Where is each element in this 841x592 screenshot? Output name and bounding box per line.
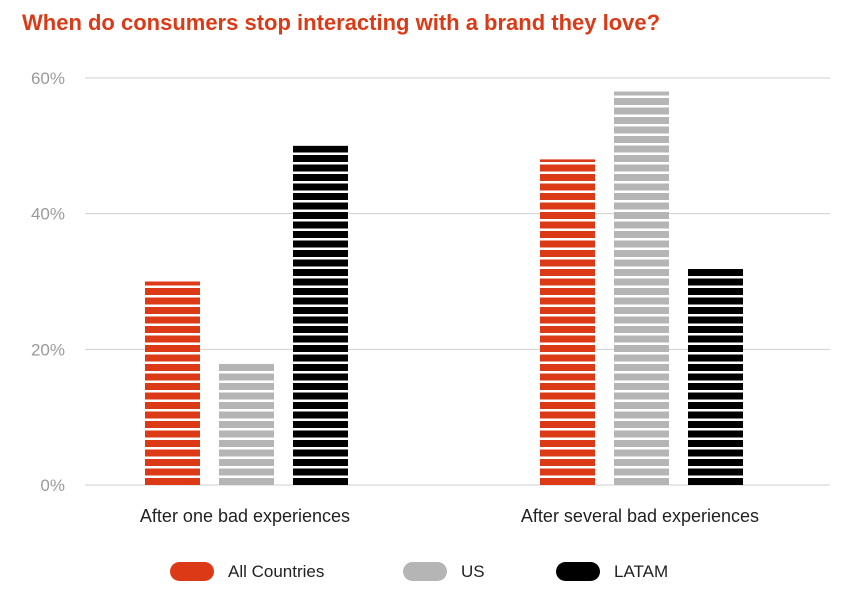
legend: All Countries US LATAM [170,562,668,581]
legend-swatch [403,562,447,581]
legend-swatch [170,562,214,581]
y-axis-ticks: 0% 20% 40% 60% [31,69,65,495]
y-tick-label: 40% [31,205,65,224]
legend-label: US [461,562,485,581]
bar [614,91,669,485]
legend-swatch [556,562,600,581]
y-tick-label: 20% [31,340,65,359]
y-tick-label: 60% [31,69,65,88]
legend-item: US [403,562,485,581]
bars [145,91,743,485]
y-tick-label: 0% [40,476,65,495]
bar [688,269,743,485]
legend-item: All Countries [170,562,324,581]
category-labels: After one bad experiences After several b… [140,506,759,526]
bar [293,145,348,485]
x-category-label: After several bad experiences [521,506,759,526]
chart-title: When do consumers stop interacting with … [22,10,661,35]
legend-item: LATAM [556,562,668,581]
bar [219,364,274,485]
bar [145,281,200,485]
legend-label: All Countries [228,562,324,581]
x-category-label: After one bad experiences [140,506,350,526]
legend-label: LATAM [614,562,668,581]
bar [540,159,595,485]
